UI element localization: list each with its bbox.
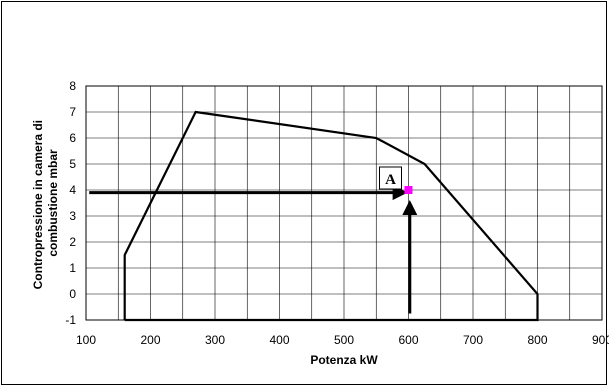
y-axis-ticks: -1 0 1 2 3 4 5 6 7 8 — [65, 79, 76, 327]
working-point-group: A — [379, 166, 413, 194]
y-tick-label: 4 — [69, 183, 76, 197]
operating-range-line — [123, 110, 539, 322]
y-axis-title-line-2: combustione mbar — [46, 149, 60, 257]
working-point-label-box — [379, 166, 402, 190]
x-tick-label: 100 — [76, 333, 96, 347]
x-tick-label: 800 — [527, 333, 547, 347]
y-tick-label: 0 — [69, 287, 76, 301]
working-point-label: A — [385, 172, 396, 188]
x-axis-ticks: 100 200 300 400 500 600 700 800 900 — [76, 333, 609, 347]
y-tick-label: 5 — [69, 157, 76, 171]
y-axis-title: Contropressione in camera di combustione… — [31, 117, 60, 290]
x-tick-label: 700 — [463, 333, 483, 347]
y-tick-label: 6 — [69, 131, 76, 145]
y-tick-label: 3 — [69, 209, 76, 223]
y-tick-label: 7 — [69, 105, 76, 119]
grid-lines — [85, 85, 603, 321]
y-tick-label: -1 — [65, 313, 76, 327]
y-axis-title-line-1: Contropressione in camera di — [31, 120, 45, 289]
x-tick-label: 500 — [334, 333, 354, 347]
x-tick-label: 200 — [140, 333, 160, 347]
x-axis-title: Potenza kW — [310, 353, 378, 367]
y-tick-label: 1 — [69, 261, 76, 275]
x-tick-label: 400 — [269, 333, 289, 347]
x-tick-label: 600 — [398, 333, 418, 347]
y-tick-label: 8 — [69, 79, 76, 93]
reading-arrows — [89, 185, 418, 314]
operating-range-series — [123, 110, 539, 322]
x-tick-label: 900 — [592, 333, 609, 347]
x-tick-label: 300 — [205, 333, 225, 347]
y-tick-label: 2 — [69, 235, 76, 249]
working-point-marker — [404, 186, 413, 194]
